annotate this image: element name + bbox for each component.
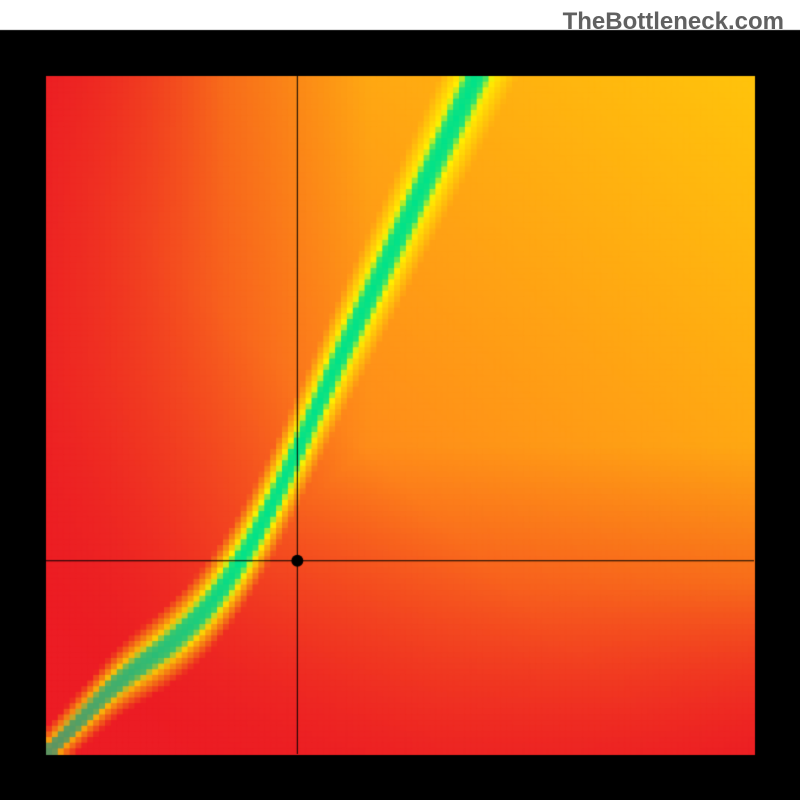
bottleneck-heatmap-canvas	[0, 0, 800, 800]
watermark-text: TheBottleneck.com	[563, 8, 784, 36]
